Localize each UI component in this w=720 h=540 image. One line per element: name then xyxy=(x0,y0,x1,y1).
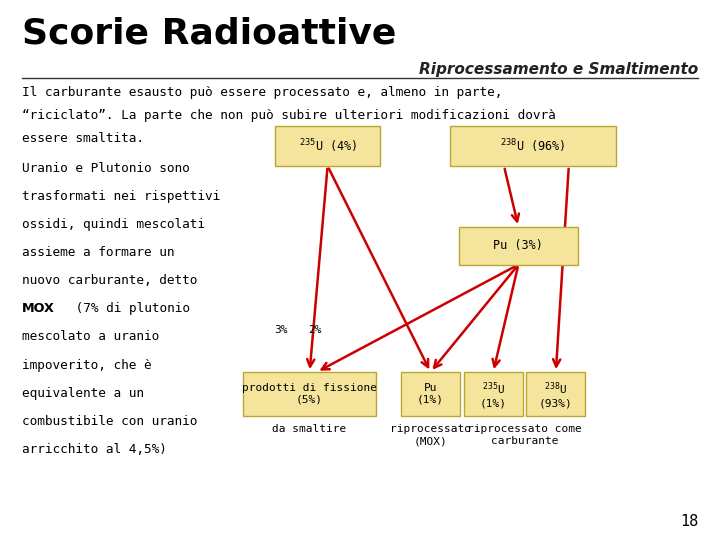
FancyBboxPatch shape xyxy=(459,227,577,265)
FancyBboxPatch shape xyxy=(464,372,523,416)
Text: equivalente a un: equivalente a un xyxy=(22,387,143,400)
FancyBboxPatch shape xyxy=(450,126,616,166)
Text: $^{235}$U (4%): $^{235}$U (4%) xyxy=(299,137,356,154)
Text: da smaltire: da smaltire xyxy=(272,424,347,435)
Text: $^{238}$U
(93%): $^{238}$U (93%) xyxy=(539,380,572,408)
Text: Pu (3%): Pu (3%) xyxy=(493,239,544,252)
Text: MOX: MOX xyxy=(22,302,55,315)
Text: essere smaltita.: essere smaltita. xyxy=(22,132,143,145)
Text: “riciclato”. La parte che non può subire ulteriori modificazioni dovrà: “riciclato”. La parte che non può subire… xyxy=(22,109,555,122)
Text: 18: 18 xyxy=(680,514,698,529)
FancyBboxPatch shape xyxy=(243,372,376,416)
Text: prodotti di fissione
(5%): prodotti di fissione (5%) xyxy=(242,383,377,405)
Text: Riprocessamento e Smaltimento: Riprocessamento e Smaltimento xyxy=(419,62,698,77)
Text: 2%: 2% xyxy=(308,326,321,335)
Text: Pu
(1%): Pu (1%) xyxy=(417,383,444,405)
Text: $^{235}$U
(1%): $^{235}$U (1%) xyxy=(480,380,507,408)
Text: assieme a formare un: assieme a formare un xyxy=(22,246,174,259)
Text: $^{238}$U (96%): $^{238}$U (96%) xyxy=(500,137,565,154)
Text: riprocessato come
carburante: riprocessato come carburante xyxy=(467,424,582,446)
Text: arricchito al 4,5%): arricchito al 4,5%) xyxy=(22,443,166,456)
Text: Scorie Radioattive: Scorie Radioattive xyxy=(22,16,396,50)
FancyBboxPatch shape xyxy=(526,372,585,416)
Text: riprocessato
(MOX): riprocessato (MOX) xyxy=(390,424,471,446)
FancyBboxPatch shape xyxy=(401,372,460,416)
Text: ossidi, quindi mescolati: ossidi, quindi mescolati xyxy=(22,218,204,231)
FancyBboxPatch shape xyxy=(275,126,380,166)
Text: Uranio e Plutonio sono: Uranio e Plutonio sono xyxy=(22,162,189,175)
Text: combustibile con uranio: combustibile con uranio xyxy=(22,415,197,428)
Text: Il carburante esausto può essere processato e, almeno in parte,: Il carburante esausto può essere process… xyxy=(22,86,502,99)
Text: impoverito, che è: impoverito, che è xyxy=(22,359,151,372)
Text: 3%: 3% xyxy=(274,326,287,335)
Text: trasformati nei rispettivi: trasformati nei rispettivi xyxy=(22,190,220,203)
Text: (7% di plutonio: (7% di plutonio xyxy=(68,302,190,315)
Text: nuovo carburante, detto: nuovo carburante, detto xyxy=(22,274,197,287)
Text: mescolato a uranio: mescolato a uranio xyxy=(22,330,159,343)
